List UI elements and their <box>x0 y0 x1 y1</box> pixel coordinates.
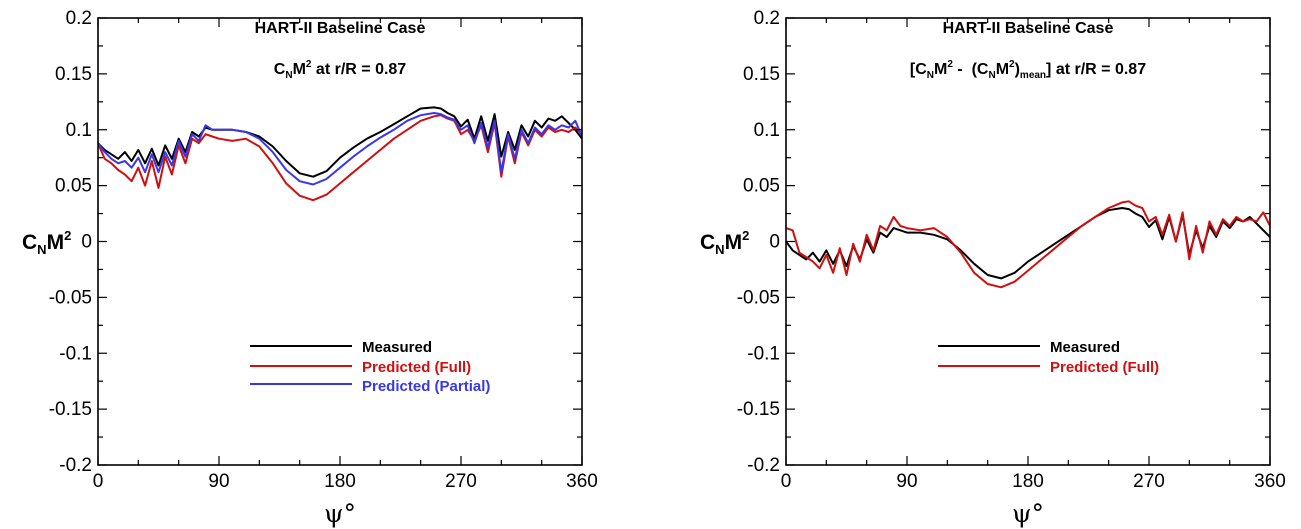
left-x-tick-label: 90 <box>208 471 229 492</box>
left-chart: -0.2 -0.15 -0.1 -0.05 0 0.05 0.1 0.15 0.2 0 90 180 2… <box>22 8 598 528</box>
right-chart: -0.2 -0.15 -0.1 -0.05 0 0.05 0.1 0.15 0.2 0 90 180 2… <box>700 8 1286 528</box>
left-y-tick-label: -0.1 <box>59 343 92 364</box>
right-chart-title: HART-II Baseline Case <box>943 20 1114 37</box>
left-series-predicted-partial <box>98 112 582 186</box>
left-ticks: -0.2 -0.15 -0.1 -0.05 0 0.05 0.1 0.15 0.2 0 90 180 2… <box>49 8 598 492</box>
right-series-measured <box>786 207 1270 280</box>
left-series-lines <box>98 106 582 202</box>
left-legend-label-predicted-full: Predicted (Full) <box>362 359 471 376</box>
left-plot-frame <box>97 17 583 466</box>
right-y-tick-label: 0 <box>769 232 780 253</box>
right-legend-label-measured: Measured <box>1050 339 1120 356</box>
right-y-tick-label: -0.05 <box>737 287 780 308</box>
right-plot-frame <box>785 17 1271 466</box>
right-y-tick-label: 0.05 <box>743 176 780 197</box>
right-y-tick-label: -0.2 <box>747 455 780 476</box>
right-y-tick-label: -0.15 <box>737 399 780 420</box>
left-y-tick-label: -0.05 <box>49 287 92 308</box>
left-y-axis-label: CNM2 <box>22 228 71 257</box>
left-y-tick-label: 0.2 <box>66 8 92 29</box>
right-legend-label-predicted-full: Predicted (Full) <box>1050 359 1159 376</box>
right-series-predicted-full <box>786 200 1270 289</box>
left-legend: Measured Predicted (Full) Predicted (Par… <box>250 339 490 395</box>
right-chart-subtitle: [CNM2 - (CNM2)mean] at r/R = 0.87 <box>910 59 1146 81</box>
left-y-tick-label: -0.15 <box>49 399 92 420</box>
right-x-tick-label: 90 <box>896 471 917 492</box>
right-y-tick-label: 0.15 <box>743 64 780 85</box>
left-x-tick-label: 0 <box>93 471 104 492</box>
right-y-tick-label: -0.1 <box>747 343 780 364</box>
left-y-tick-label: 0.1 <box>66 120 92 141</box>
right-x-tick-label: 360 <box>1254 471 1286 492</box>
left-legend-label-predicted-partial: Predicted (Partial) <box>362 378 490 395</box>
right-x-tick-label: 270 <box>1133 471 1165 492</box>
right-x-tick-label: 180 <box>1012 471 1044 492</box>
left-legend-label-measured: Measured <box>362 339 432 356</box>
left-chart-subtitle: CNM2 at r/R = 0.87 <box>274 59 407 81</box>
right-x-tick-label: 0 <box>781 471 792 492</box>
right-y-axis-label: CNM2 <box>700 228 749 257</box>
left-x-axis-label: ψ° <box>324 499 356 528</box>
right-legend: Measured Predicted (Full) <box>938 339 1159 376</box>
right-y-tick-label: 0.1 <box>754 120 780 141</box>
left-x-tick-label: 180 <box>324 471 356 492</box>
right-x-axis-label: ψ° <box>1012 499 1044 528</box>
right-ticks: -0.2 -0.15 -0.1 -0.05 0 0.05 0.1 0.15 0.2 0 90 180 2… <box>737 8 1286 492</box>
left-series-measured <box>98 106 582 178</box>
left-x-tick-label: 360 <box>566 471 598 492</box>
right-y-tick-label: 0.2 <box>754 8 780 29</box>
left-y-tick-label: -0.2 <box>59 455 92 476</box>
left-y-tick-label: 0.15 <box>55 64 92 85</box>
right-series-lines <box>786 200 1270 289</box>
left-x-tick-label: 270 <box>445 471 477 492</box>
left-chart-title: HART-II Baseline Case <box>255 20 426 37</box>
left-y-tick-label: 0.05 <box>55 176 92 197</box>
left-y-tick-label: 0 <box>81 232 92 253</box>
